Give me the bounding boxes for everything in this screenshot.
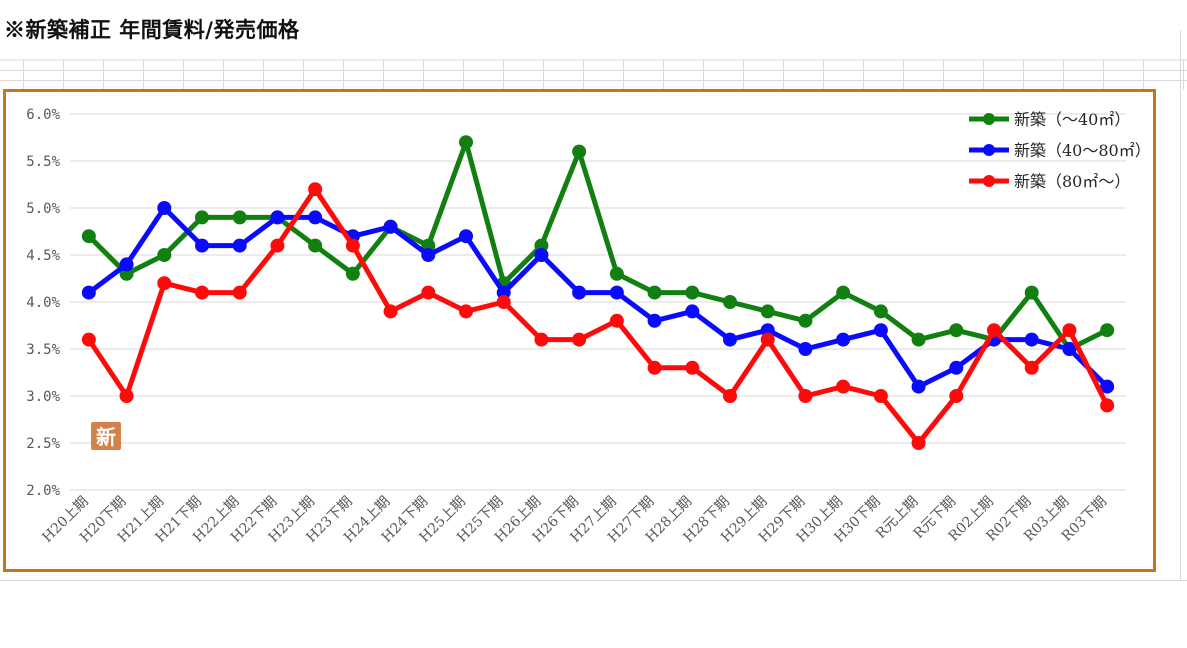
data-point bbox=[1024, 332, 1039, 347]
data-point bbox=[760, 304, 775, 319]
data-point bbox=[308, 238, 323, 253]
data-point bbox=[873, 389, 888, 403]
data-point bbox=[647, 360, 662, 375]
data-point bbox=[836, 379, 851, 394]
data-point bbox=[270, 210, 285, 225]
data-point bbox=[1100, 379, 1115, 394]
data-point bbox=[157, 201, 172, 215]
y-tick-label: 5.0% bbox=[26, 201, 60, 217]
data-point bbox=[308, 182, 323, 197]
data-point bbox=[685, 304, 700, 319]
new-badge-icon bbox=[91, 422, 121, 450]
data-point bbox=[119, 257, 134, 272]
data-point bbox=[609, 313, 624, 328]
y-tick-label: 5.5% bbox=[26, 154, 60, 170]
data-point bbox=[949, 360, 964, 375]
data-point bbox=[911, 436, 926, 450]
data-point bbox=[421, 248, 436, 262]
legend-swatch-marker bbox=[983, 113, 995, 125]
data-point bbox=[1024, 360, 1039, 375]
data-point bbox=[383, 219, 398, 234]
series-line-3 bbox=[86, 186, 1110, 446]
line-chart: 2.0%2.5%3.0%3.5%4.0%4.5%5.0%5.5%6.0%H20上… bbox=[26, 107, 1151, 546]
data-point bbox=[685, 360, 700, 375]
data-point bbox=[1024, 285, 1039, 300]
data-point bbox=[232, 210, 247, 225]
data-point bbox=[609, 266, 624, 281]
page-title: ※新築補正 年間賃料/発売価格 bbox=[4, 17, 300, 42]
data-point bbox=[572, 285, 587, 300]
data-point bbox=[119, 389, 134, 403]
data-point bbox=[81, 229, 96, 244]
y-tick-label: 6.0% bbox=[26, 107, 60, 123]
series-line-2 bbox=[87, 205, 1109, 390]
y-tick-label: 3.0% bbox=[26, 389, 60, 405]
y-tick-label: 2.5% bbox=[26, 436, 60, 452]
data-point bbox=[798, 342, 813, 356]
data-point bbox=[534, 248, 549, 262]
data-point bbox=[572, 332, 587, 347]
data-point bbox=[195, 238, 209, 253]
data-point bbox=[911, 332, 926, 347]
data-point bbox=[81, 332, 96, 347]
data-point bbox=[723, 295, 737, 309]
data-point bbox=[798, 313, 813, 328]
data-point bbox=[949, 323, 964, 338]
data-point bbox=[685, 285, 700, 300]
y-tick-label: 4.5% bbox=[26, 248, 60, 264]
data-point bbox=[383, 304, 398, 319]
series-line-1 bbox=[87, 139, 1109, 352]
data-point bbox=[421, 285, 436, 300]
data-point bbox=[572, 144, 587, 159]
data-point bbox=[647, 313, 662, 328]
data-point bbox=[232, 285, 247, 300]
legend-label: 新築（80㎡～） bbox=[1014, 172, 1130, 191]
data-point bbox=[1062, 342, 1077, 356]
y-tick-label: 4.0% bbox=[26, 295, 60, 311]
legend-label: 新築（40～80㎡） bbox=[1014, 141, 1151, 160]
data-point bbox=[1100, 323, 1115, 338]
data-point bbox=[723, 389, 737, 403]
data-point bbox=[987, 323, 1001, 338]
new-badge-label: 新 bbox=[96, 425, 116, 449]
data-point bbox=[534, 332, 549, 347]
chart-frame: 2.0% 2.5% 3.0% 3.5% 4.0% 4.5% 5.0% 5.5% 6.0% H20上… bbox=[3, 89, 1156, 572]
data-point bbox=[270, 238, 285, 253]
data-point bbox=[195, 285, 209, 300]
data-point bbox=[345, 266, 360, 281]
data-point bbox=[1100, 398, 1115, 413]
y-tick-label: 3.5% bbox=[26, 342, 60, 358]
legend-swatch-marker bbox=[983, 144, 995, 156]
data-point bbox=[1062, 323, 1077, 338]
legend-label: 新築（～40㎡） bbox=[1014, 110, 1130, 129]
data-point bbox=[609, 285, 624, 300]
data-point bbox=[949, 389, 964, 403]
data-point bbox=[345, 238, 360, 253]
data-point bbox=[157, 248, 172, 262]
data-point bbox=[723, 332, 737, 347]
data-point bbox=[873, 304, 888, 319]
data-point bbox=[760, 332, 775, 347]
data-point bbox=[496, 295, 511, 309]
data-point bbox=[81, 285, 96, 300]
data-point bbox=[911, 379, 926, 394]
data-point bbox=[195, 210, 209, 225]
data-point bbox=[459, 135, 473, 150]
y-tick-label: 2.0% bbox=[26, 483, 60, 499]
data-point bbox=[459, 229, 473, 244]
legend-swatch-marker bbox=[983, 175, 995, 187]
data-point bbox=[459, 304, 473, 319]
data-point bbox=[157, 276, 172, 291]
data-point bbox=[647, 285, 662, 300]
data-point bbox=[798, 389, 813, 403]
data-point bbox=[308, 210, 323, 225]
data-point bbox=[873, 323, 888, 338]
data-point bbox=[232, 238, 247, 253]
data-point bbox=[836, 285, 851, 300]
data-point bbox=[836, 332, 851, 347]
